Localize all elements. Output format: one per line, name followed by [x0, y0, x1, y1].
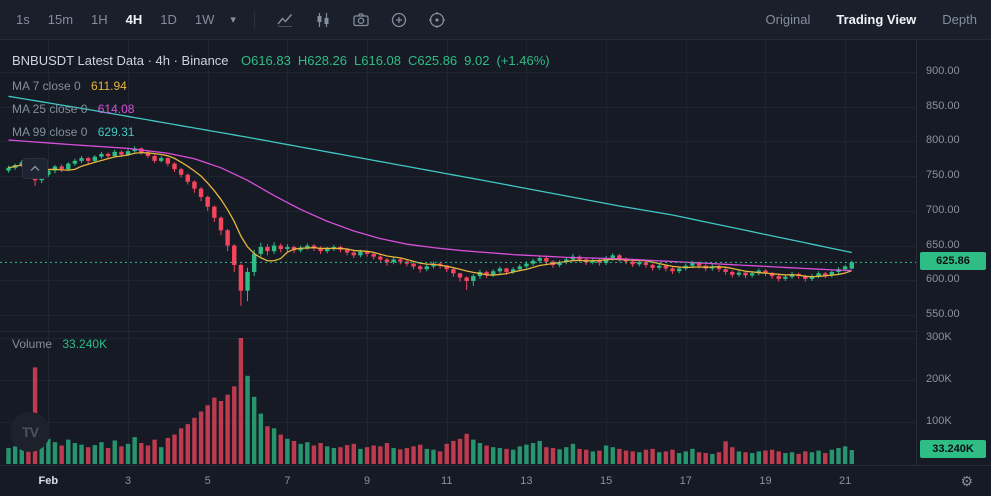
line-chart-icon[interactable] — [270, 6, 300, 34]
volume-value: 33.240K — [62, 337, 108, 351]
candles-compare-icon[interactable] — [308, 6, 338, 34]
tradingview-watermark-logo: TV — [10, 412, 50, 452]
chart-area: BNBUSDT Latest Data · 4h · Binance O616.… — [0, 40, 991, 465]
current-price-badge: 625.86 — [920, 252, 986, 271]
tab-depth[interactable]: Depth — [942, 8, 977, 31]
settings-circle-icon[interactable] — [422, 6, 452, 34]
add-circle-icon[interactable] — [384, 6, 414, 34]
volume-tick: 200K — [926, 373, 952, 385]
interval-1s[interactable]: 1s — [8, 7, 38, 32]
price-tick: 650.00 — [926, 238, 960, 251]
price-tick: 550.00 — [926, 308, 960, 320]
date-label: 19 — [759, 475, 772, 487]
toolbar-divider — [253, 10, 255, 29]
caret-down-icon[interactable]: ▾ — [230, 14, 236, 26]
interval-4h[interactable]: 4H — [118, 7, 151, 32]
toolbar-right-group: Original Trading View Depth — [766, 8, 977, 31]
legend-collapse-button[interactable] — [22, 158, 48, 179]
volume-indicator-row: Volume 33.240K — [12, 337, 107, 351]
volume-tick: 100K — [926, 415, 952, 427]
interval-1d[interactable]: 1D — [152, 7, 185, 32]
date-label: 13 — [520, 475, 533, 487]
date-label: 9 — [363, 475, 371, 487]
interval-1h[interactable]: 1H — [83, 7, 116, 32]
tab-trading-view[interactable]: Trading View — [836, 8, 916, 31]
price-tick: 600.00 — [926, 273, 960, 286]
toolbar-left-group: 1s 15m 1H 4H 1D 1W ▾ — [8, 6, 455, 34]
date-label: 21 — [839, 475, 852, 487]
date-label: 7 — [284, 475, 291, 487]
interval-1w[interactable]: 1W — [187, 7, 223, 32]
price-tick: 750.00 — [926, 169, 960, 182]
time-axis[interactable]: ⚙ Feb 3 5 7 9 11 13 15 17 19 21 — [0, 465, 991, 496]
interval-15m[interactable]: 15m — [40, 7, 81, 32]
price-tick: 900.00 — [926, 65, 960, 77]
volume-label: Volume — [12, 337, 53, 351]
candlestick-chart-canvas[interactable] — [0, 40, 916, 465]
date-label: 17 — [679, 475, 692, 487]
tab-original[interactable]: Original — [766, 8, 811, 31]
date-label: 3 — [124, 475, 132, 487]
price-tick: 700.00 — [926, 203, 960, 216]
current-volume-badge: 33.240K — [920, 440, 986, 459]
date-label: Feb — [38, 475, 59, 487]
date-label: 15 — [599, 475, 613, 487]
price-axis[interactable]: 625.86 33.240K 900.00 850.00 800.00 750.00 7… — [916, 40, 991, 465]
camera-icon[interactable] — [346, 6, 376, 34]
date-label: 5 — [204, 475, 211, 487]
date-label: 11 — [441, 475, 453, 487]
volume-tick: 300K — [926, 331, 952, 343]
axis-settings-gear-icon[interactable]: ⚙ — [960, 473, 973, 489]
price-tick: 800.00 — [926, 134, 960, 147]
price-tick: 850.00 — [926, 99, 960, 112]
toolbar: 1s 15m 1H 4H 1D 1W ▾ Origi — [0, 0, 991, 40]
